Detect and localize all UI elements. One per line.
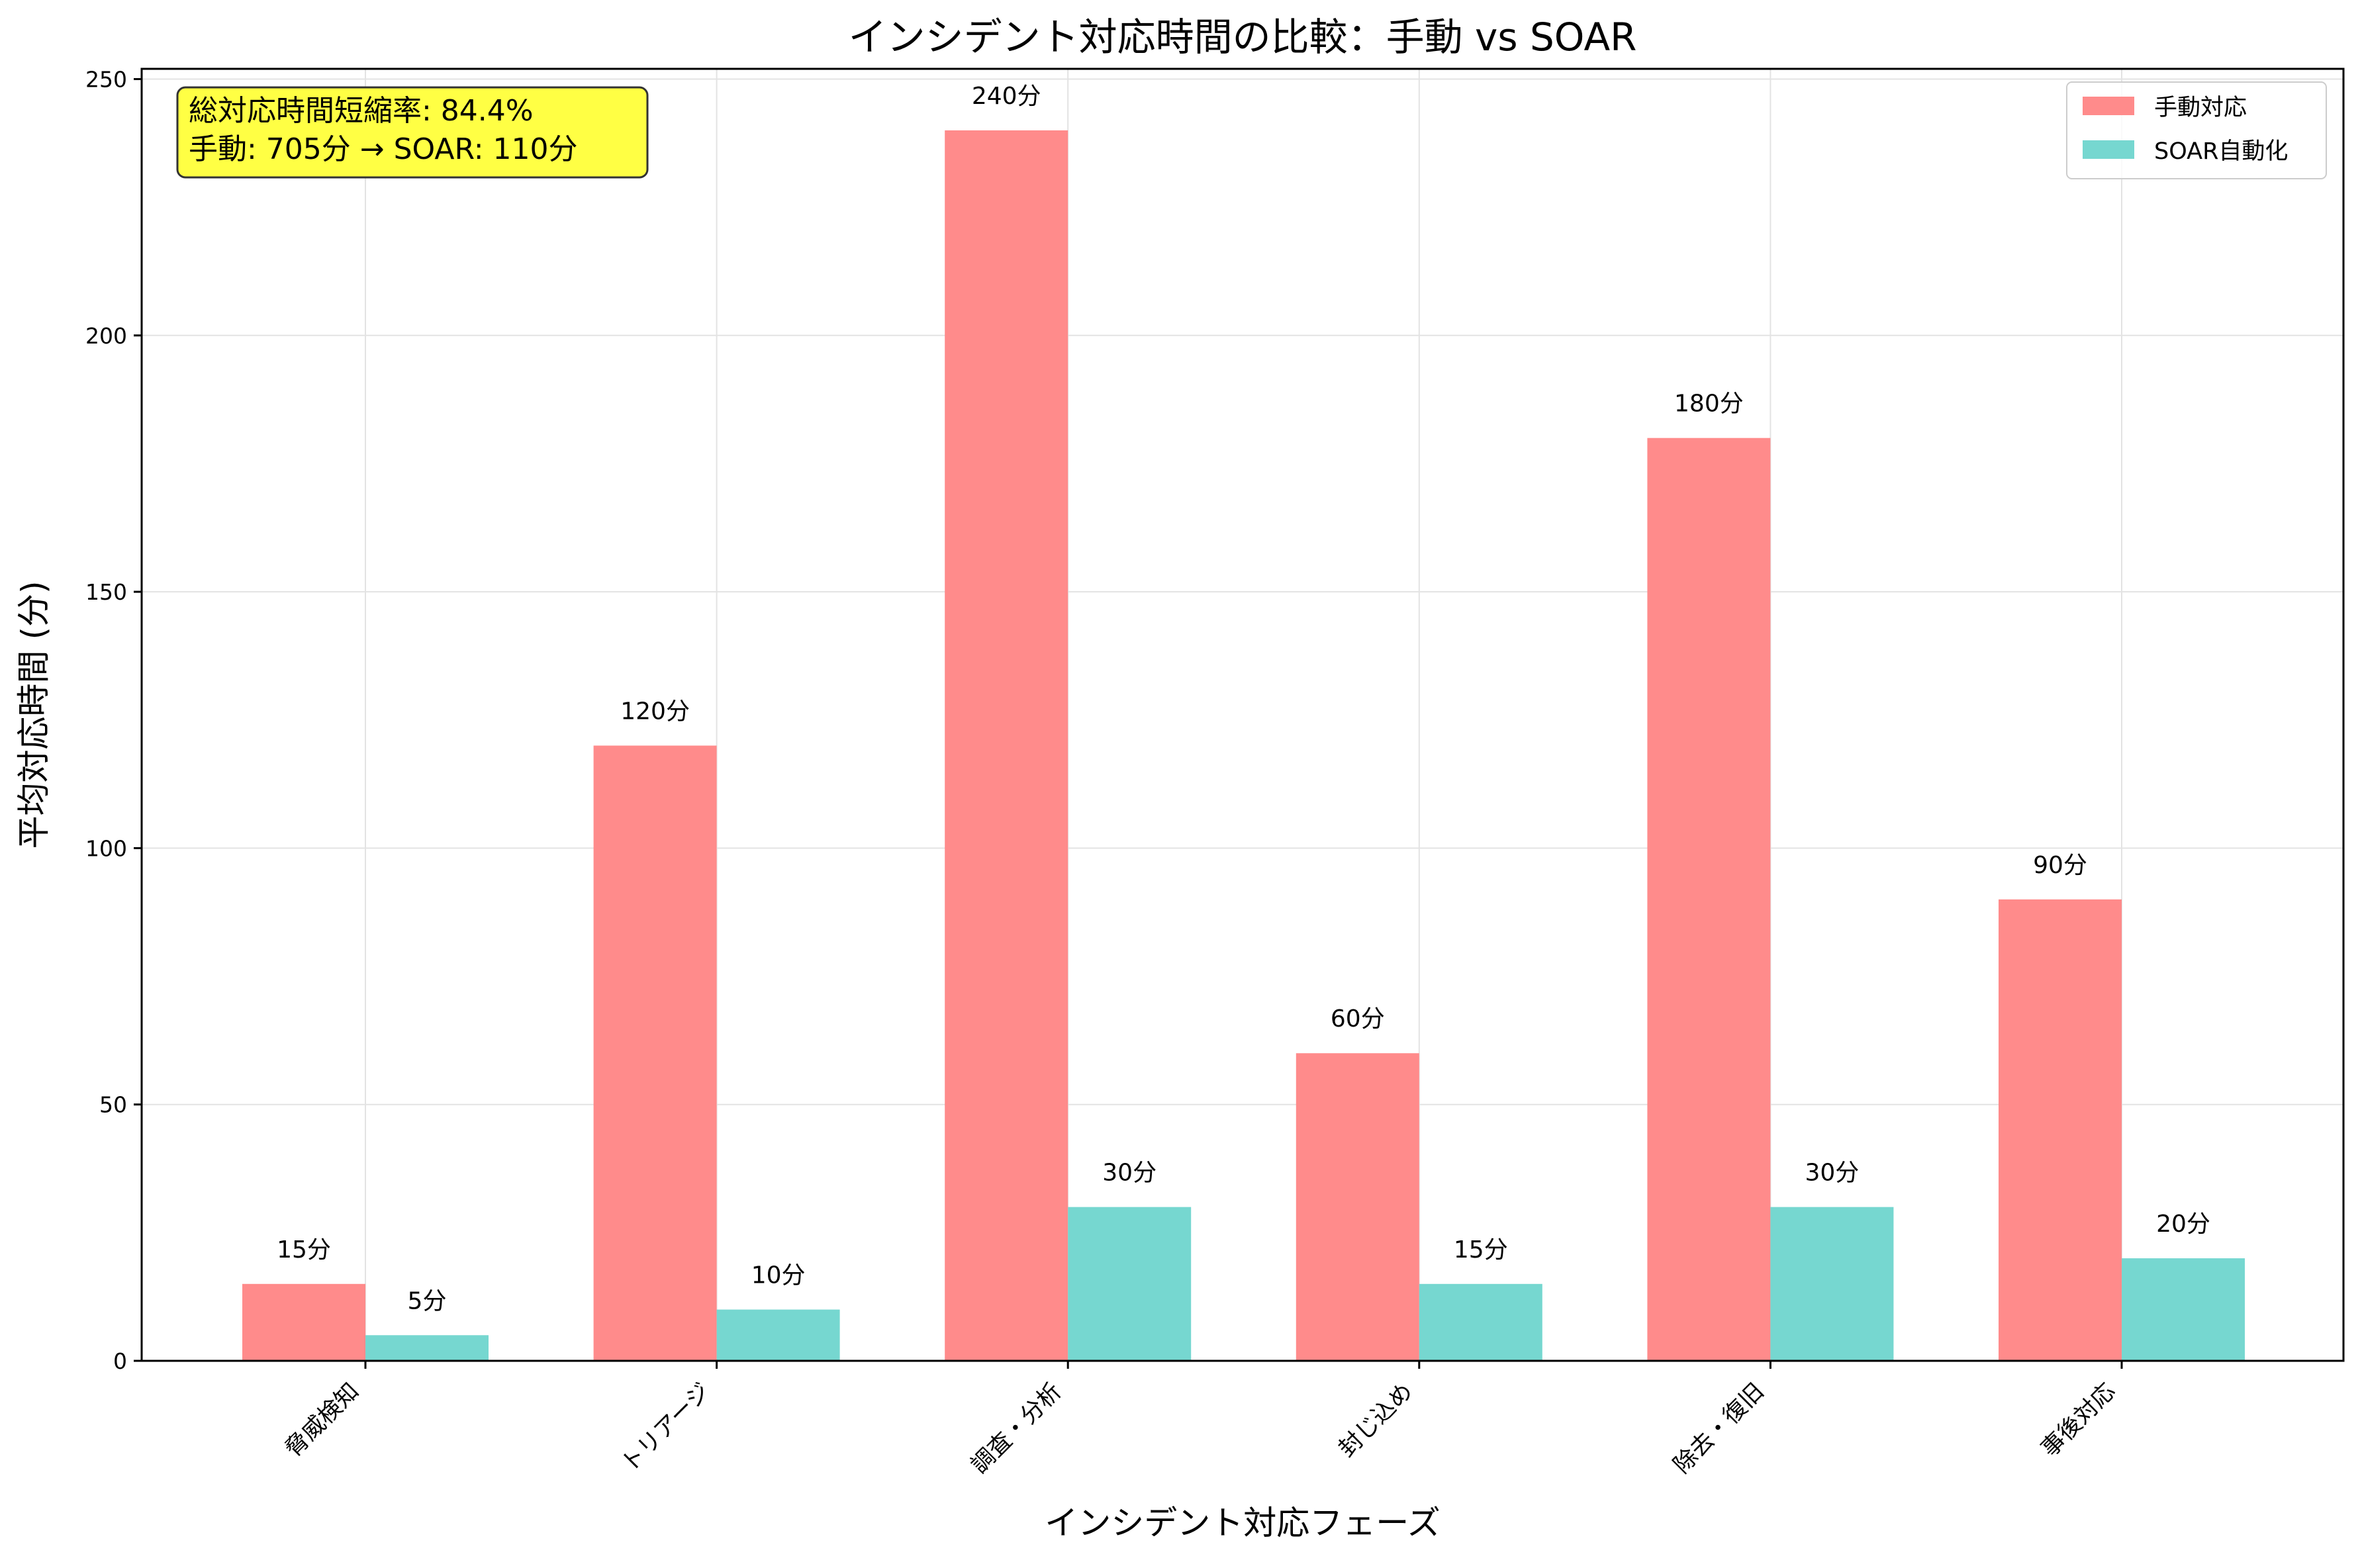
value-label-manual: 120分 [620, 698, 690, 725]
bar-soar [1068, 1207, 1192, 1361]
value-label-manual: 180分 [1674, 391, 1744, 418]
bar-soar [1770, 1207, 1894, 1361]
chart-title: インシデント対応時間の比較：手動 vs SOAR [849, 15, 1637, 60]
plot-frame [140, 68, 2345, 1362]
y-axis: 0 50 100 150 200 250 [85, 66, 142, 1374]
legend: 手動対応 SOAR自動化 [2066, 81, 2327, 179]
value-label-manual: 60分 [1331, 1005, 1385, 1033]
value-labels: 15分 120分 240分 60分 180分 90分 5分 10分 30分 15分 30分 20分 [277, 83, 2210, 1314]
legend-label-manual: 手動対応 [2154, 95, 2247, 121]
value-label-soar: 20分 [2156, 1211, 2210, 1238]
annotation-background [176, 86, 649, 179]
bar-manual [945, 130, 1068, 1361]
bar-soar [2122, 1258, 2245, 1361]
bar-manual [1296, 1053, 1419, 1361]
y-axis-title: 平均対応時間 (分) [15, 581, 53, 849]
value-label-soar: 30分 [1805, 1160, 1859, 1187]
bar-manual [1647, 438, 1771, 1361]
y-tick-label: 150 [85, 579, 127, 605]
y-tick-label: 50 [99, 1092, 127, 1118]
value-label-manual: 240分 [972, 83, 1041, 110]
value-label-manual: 90分 [2033, 852, 2087, 879]
value-label-soar: 10分 [751, 1262, 806, 1289]
bar-soar [716, 1309, 840, 1361]
legend-swatch-soar [2083, 140, 2134, 159]
bar-manual [242, 1283, 365, 1361]
value-label-soar: 30分 [1102, 1160, 1157, 1187]
legend-swatch-manual [2083, 97, 2134, 115]
legend-label-soar: SOAR自動化 [2154, 138, 2288, 165]
y-tick-label: 250 [85, 66, 127, 92]
y-tick-label: 200 [85, 323, 127, 349]
annotation-line-1: 総対応時間短縮率: 84.4% [189, 94, 534, 128]
y-tick-label: 100 [85, 835, 127, 861]
x-axis-title: インシデント対応フェーズ [1045, 1504, 1441, 1542]
y-tick-label: 0 [113, 1348, 127, 1374]
bar-soar [1419, 1283, 1542, 1361]
bar-manual [1999, 899, 2122, 1361]
value-label-manual: 15分 [277, 1236, 331, 1264]
value-label-soar: 5分 [408, 1287, 447, 1314]
bar-manual [593, 745, 717, 1361]
bar-soar [365, 1335, 489, 1361]
annotation-box: 総対応時間短縮率: 84.4% 手動: 705分 → SOAR: 110分 [176, 86, 649, 179]
annotation-line-2: 手動: 705分 → SOAR: 110分 [189, 132, 578, 166]
bars [242, 130, 2245, 1361]
value-label-soar: 15分 [1454, 1236, 1508, 1264]
